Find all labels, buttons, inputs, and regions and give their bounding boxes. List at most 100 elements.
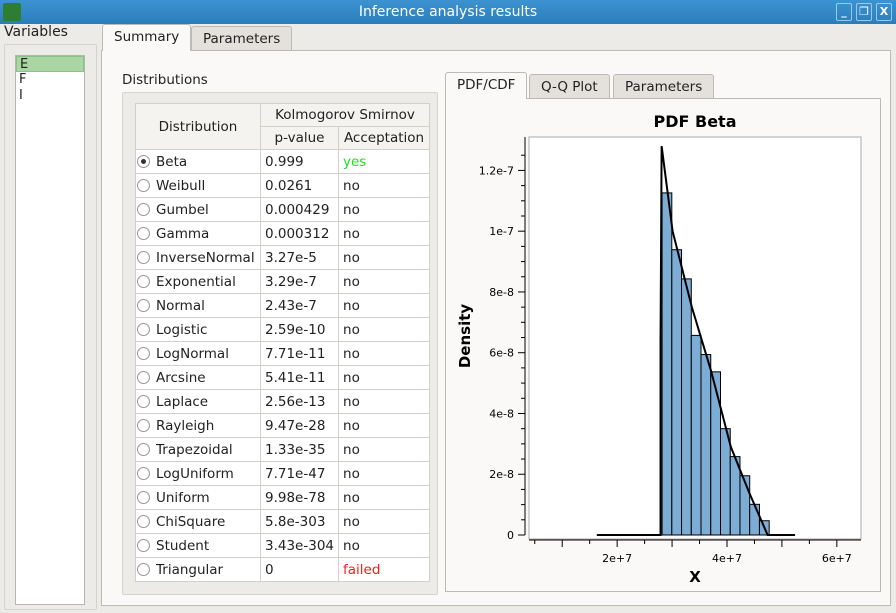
distribution-name: Gamma [156, 225, 210, 242]
radio-button[interactable] [137, 442, 150, 456]
acceptation-cell: no [338, 437, 431, 462]
radio-button[interactable] [137, 538, 150, 552]
table-row[interactable]: LogNormal 7.71e-11 no [135, 341, 431, 366]
variables-list[interactable]: E F I [15, 55, 85, 605]
distribution-cell[interactable]: LogNormal [135, 341, 261, 366]
distribution-cell[interactable]: Weibull [135, 173, 261, 198]
radio-button[interactable] [137, 490, 150, 504]
table-row[interactable]: Weibull 0.0261 no [135, 173, 431, 198]
tab-pdf-cdf[interactable]: PDF/CDF [445, 72, 528, 99]
title-bar: Inference analysis results [0, 0, 896, 24]
close-button[interactable]: X [876, 3, 892, 21]
table-row[interactable]: Laplace 2.56e-13 no [135, 389, 431, 414]
acceptation-cell: no [338, 197, 431, 222]
distribution-name: Triangular [156, 561, 224, 578]
distribution-cell[interactable]: LogUniform [135, 461, 261, 486]
pvalue-cell: 0.0261 [259, 173, 340, 198]
x-tick-label: 4e+7 [712, 552, 742, 565]
table-row[interactable]: Uniform 9.98e-78 no [135, 485, 431, 510]
radio-button[interactable] [137, 154, 150, 168]
pvalue-cell: 7.71e-11 [259, 341, 340, 366]
table-row[interactable]: LogUniform 7.71e-47 no [135, 461, 431, 486]
table-row[interactable]: Triangular 0 failed [135, 557, 431, 582]
distribution-cell[interactable]: Beta [135, 149, 261, 174]
pvalue-cell: 0 [259, 557, 340, 582]
variable-item[interactable]: F [19, 72, 27, 87]
pvalue-cell: 9.47e-28 [259, 413, 340, 438]
tab-qq-plot[interactable]: Q-Q Plot [529, 74, 610, 98]
table-row[interactable]: Trapezoidal 1.33e-35 no [135, 437, 431, 462]
table-row[interactable]: Exponential 3.29e-7 no [135, 269, 431, 294]
radio-button[interactable] [137, 418, 150, 432]
radio-button[interactable] [137, 226, 150, 240]
radio-button[interactable] [137, 178, 150, 192]
tab-summary[interactable]: Summary [102, 24, 192, 51]
table-row[interactable]: Beta 0.999 yes [135, 149, 431, 174]
acceptation-cell: no [338, 461, 431, 486]
histogram-bar [661, 192, 673, 536]
minimize-button[interactable]: _ [836, 3, 852, 21]
pvalue-cell: 5.8e-303 [259, 509, 340, 534]
table-row[interactable]: Normal 2.43e-7 no [135, 293, 431, 318]
distribution-cell[interactable]: Arcsine [135, 365, 261, 390]
radio-button[interactable] [137, 322, 150, 336]
distribution-cell[interactable]: Laplace [135, 389, 261, 414]
distributions-table: Distribution Kolmogorov Smirnov p-value … [135, 103, 431, 582]
distribution-name: Exponential [156, 273, 236, 290]
pvalue-cell: 3.27e-5 [259, 245, 340, 270]
radio-button[interactable] [137, 370, 150, 384]
tab-parameters[interactable]: Parameters [191, 26, 293, 50]
distribution-cell[interactable]: Uniform [135, 485, 261, 510]
distribution-cell[interactable]: Trapezoidal [135, 437, 261, 462]
histogram-bar [671, 249, 683, 536]
acceptation-cell: no [338, 245, 431, 270]
distribution-cell[interactable]: Triangular [135, 557, 261, 582]
distribution-cell[interactable]: Gumbel [135, 197, 261, 222]
table-row[interactable]: Arcsine 5.41e-11 no [135, 365, 431, 390]
distribution-name: InverseNormal [156, 249, 255, 266]
distribution-name: Normal [156, 297, 205, 314]
distribution-cell[interactable]: ChiSquare [135, 509, 261, 534]
radio-button[interactable] [137, 394, 150, 408]
radio-button[interactable] [137, 202, 150, 216]
y-tick-label: 6e-8 [489, 347, 514, 360]
table-row[interactable]: Rayleigh 9.47e-28 no [135, 413, 431, 438]
distribution-cell[interactable]: Gamma [135, 221, 261, 246]
variables-frame [4, 44, 97, 610]
variable-item[interactable]: I [19, 88, 23, 103]
table-row[interactable]: InverseNormal 3.27e-5 no [135, 245, 431, 270]
acceptation-cell: no [338, 365, 431, 390]
distribution-cell[interactable]: Exponential [135, 269, 261, 294]
table-row[interactable]: ChiSquare 5.8e-303 no [135, 509, 431, 534]
radio-button[interactable] [137, 250, 150, 264]
radio-button[interactable] [137, 298, 150, 312]
table-row[interactable]: Gamma 0.000312 no [135, 221, 431, 246]
variable-item[interactable]: E [16, 56, 84, 72]
radio-button[interactable] [137, 562, 150, 576]
histogram-bar [710, 371, 722, 536]
distribution-cell[interactable]: Rayleigh [135, 413, 261, 438]
restore-button[interactable]: ❐ [856, 3, 872, 21]
tab-plot-parameters[interactable]: Parameters [613, 74, 715, 98]
acceptation-cell: no [338, 341, 431, 366]
distribution-cell[interactable]: InverseNormal [135, 245, 261, 270]
pvalue-cell: 3.43e-304 [259, 533, 340, 558]
distribution-cell[interactable]: Normal [135, 293, 261, 318]
pvalue-cell: 5.41e-11 [259, 365, 340, 390]
table-row[interactable]: Gumbel 0.000429 no [135, 197, 431, 222]
histogram-bar [749, 503, 760, 536]
acceptation-cell: no [338, 389, 431, 414]
distribution-name: Arcsine [156, 369, 206, 386]
radio-button[interactable] [137, 466, 150, 480]
header-acceptation: Acceptation [338, 126, 431, 150]
distribution-name: Weibull [156, 177, 206, 194]
table-row[interactable]: Student 3.43e-304 no [135, 533, 431, 558]
distributions-label: Distributions [122, 72, 208, 88]
radio-button[interactable] [137, 274, 150, 288]
distribution-name: Beta [156, 153, 188, 170]
distribution-cell[interactable]: Logistic [135, 317, 261, 342]
distribution-cell[interactable]: Student [135, 533, 261, 558]
table-row[interactable]: Logistic 2.59e-10 no [135, 317, 431, 342]
radio-button[interactable] [137, 346, 150, 360]
radio-button[interactable] [137, 514, 150, 528]
